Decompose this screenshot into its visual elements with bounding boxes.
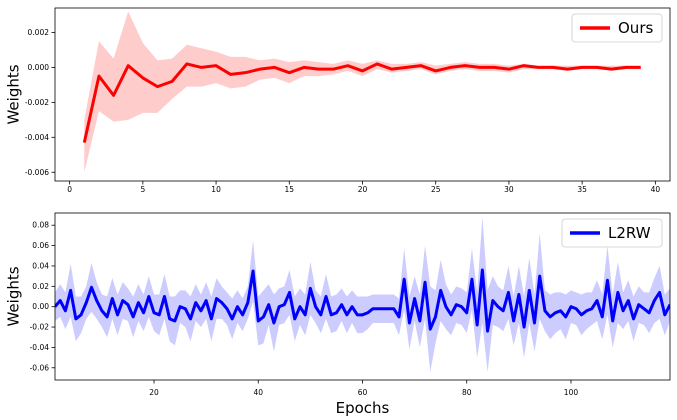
y-tick-label: -0.006: [25, 168, 49, 177]
plot-area: [55, 217, 670, 372]
y-tick-label: 0.06: [32, 241, 49, 250]
series-line-l2rw: [55, 268, 670, 333]
plot-frame: [54, 7, 671, 182]
x-tick-label: 25: [431, 185, 441, 194]
y-axis-ticks: -0.06 -0.04 -0.02 0.00 0.02 0.04 0.06 0.08: [30, 221, 55, 372]
y-axis-ticks: -0.006 -0.004 -0.002 0.000 0.002: [25, 28, 55, 177]
y-tick-label: -0.002: [25, 98, 49, 107]
x-axis-ticks: 0 5 10 15 20 25 30 35 40: [67, 181, 660, 194]
plot-area: [82, 11, 641, 173]
x-tick-label: 0: [67, 185, 72, 194]
x-tick-label: 35: [577, 185, 587, 194]
x-tick-label: 30: [504, 185, 514, 194]
legend: Ours: [571, 13, 663, 43]
legend-label-ours: Ours: [618, 19, 653, 37]
y-axis-label: Weights: [5, 266, 23, 326]
x-tick-label: 10: [211, 185, 221, 194]
legend-box: [571, 13, 663, 43]
y-tick-label: 0.04: [32, 261, 49, 270]
legend-label-l2rw: L2RW: [608, 224, 651, 242]
chart-l2rw: -0.06 -0.04 -0.02 0.00 0.02 0.04 0.06 0.08 20 40…: [5, 212, 671, 417]
legend: L2RW: [561, 218, 663, 248]
x-tick-label: 20: [358, 185, 368, 194]
plot-frame: [54, 212, 671, 381]
y-tick-label: -0.004: [25, 133, 49, 142]
y-tick-label: -0.02: [30, 323, 50, 332]
x-tick-label: 80: [462, 388, 472, 397]
x-tick-label: 5: [140, 185, 145, 194]
y-tick-label: 0.002: [28, 28, 50, 37]
y-tick-label: -0.06: [30, 363, 50, 372]
x-tick-label: 60: [358, 388, 368, 397]
x-tick-label: 40: [253, 388, 263, 397]
y-tick-label: 0.08: [32, 221, 49, 230]
legend-box: [561, 218, 663, 248]
y-tick-label: 0.00: [32, 302, 49, 311]
chart-ours: -0.006 -0.004 -0.002 0.000 0.002 0 5 10 15 20 25 3…: [5, 7, 671, 194]
confidence-band: [55, 217, 670, 372]
y-tick-label: 0.000: [28, 63, 50, 72]
series-line-ours: [82, 62, 641, 143]
y-tick-label: -0.04: [30, 343, 50, 352]
y-tick-label: 0.02: [32, 282, 49, 291]
x-tick-label: 100: [564, 388, 579, 397]
x-tick-label: 15: [285, 185, 295, 194]
x-axis-label: Epochs: [336, 399, 390, 417]
x-axis-ticks: 20 40 60 80 100: [149, 380, 578, 397]
y-axis-label: Weights: [5, 64, 23, 124]
x-tick-label: 20: [149, 388, 159, 397]
x-tick-label: 40: [651, 185, 661, 194]
